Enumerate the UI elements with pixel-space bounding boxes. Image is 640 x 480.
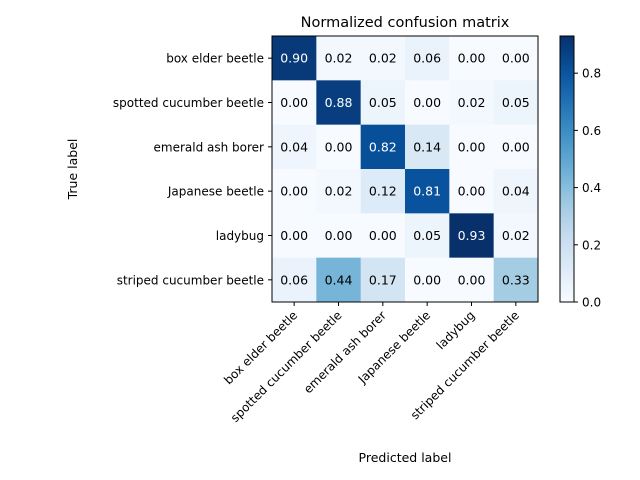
heatmap-cell [360,124,406,170]
colorbar-ticks: 0.0 0.2 0.4 0.6 0.8 [574,67,601,310]
colorbar-tick-label: 0.0 [582,296,601,310]
y-tick-label: striped cucumber beetle [117,273,264,287]
cell-value-label: 0.06 [413,51,441,66]
heatmap-cell [405,213,450,258]
heatmap-cell [316,169,361,214]
cell-value-label: 0.00 [280,228,308,243]
cell-value-label: 0.14 [413,139,441,154]
x-tick-label: ladybug [434,308,478,352]
y-tick-label: spotted cucumber beetle [113,96,264,110]
cell-value-label: 0.82 [369,139,397,154]
heatmap-cell [272,80,317,125]
cell-value-label: 0.00 [280,95,308,110]
y-tick-label: Japanese beetle [167,185,264,199]
cell-value-label: 0.00 [280,184,308,199]
heatmap-cell-labels: 0.90 0.02 0.02 0.06 0.00 0.00 0.00 0.88 0.05 0.00… [280,51,530,288]
cell-value-label: 0.00 [458,184,486,199]
heatmap-cell [272,36,317,81]
cell-value-label: 0.44 [325,272,353,287]
cell-value-label: 0.00 [413,272,441,287]
cell-value-label: 0.06 [280,272,308,287]
cell-value-label: 0.81 [413,184,441,199]
cell-value-label: 0.17 [369,272,397,287]
x-tick-label: box elder beetle [221,308,300,387]
heatmap-cell [316,257,361,303]
y-tick-label: ladybug [216,229,264,243]
chart-title: Normalized confusion matrix [301,15,510,31]
cell-value-label: 0.00 [413,95,441,110]
heatmap-cell [405,80,450,125]
cell-value-label: 0.04 [502,184,530,199]
cell-value-label: 0.33 [502,272,530,287]
y-tick-label: emerald ash borer [154,140,265,154]
cell-value-label: 0.05 [369,95,397,110]
cell-value-label: 0.00 [325,139,353,154]
cell-value-label: 0.05 [413,228,441,243]
cell-value-label: 0.90 [280,51,308,66]
heatmap-cell [316,213,361,258]
heatmap-cells [272,36,539,303]
y-axis-ticks: box elder beetle spotted cucumber beetle e… [113,52,272,287]
heatmap-cell [449,257,494,303]
heatmap-cell [272,257,317,303]
x-tick-label: emerald ash borer [301,308,389,396]
cell-value-label: 0.00 [369,228,397,243]
heatmap-cell [316,80,361,125]
heatmap-cell [493,124,539,170]
cell-value-label: 0.00 [458,51,486,66]
y-axis-label: True label [65,139,80,201]
heatmap-cell [405,36,450,81]
cell-value-label: 0.02 [369,51,397,66]
cell-value-label: 0.02 [325,51,353,66]
heatmap-cell [449,36,494,81]
cell-value-label: 0.93 [458,228,486,243]
cell-value-label: 0.05 [502,95,530,110]
heatmap-frame [271,35,539,303]
cell-value-label: 0.00 [502,51,530,66]
heatmap-cell [493,169,539,214]
heatmap-cell [493,257,539,303]
cell-value-label: 0.88 [325,95,353,110]
heatmap-cell [493,213,539,258]
heatmap-cell [360,169,406,214]
cell-value-label: 0.00 [458,139,486,154]
heatmap-cell [493,36,539,81]
heatmap-cell [272,169,317,214]
colorbar-tick-label: 0.4 [582,181,601,195]
heatmap-cell [316,36,361,81]
heatmap-cell [272,124,317,170]
heatmap-cell [272,213,317,258]
y-tick-label: box elder beetle [166,52,264,66]
heatmap-cell [360,80,406,125]
x-axis-label: Predicted label [359,450,452,465]
cell-value-label: 0.00 [325,228,353,243]
heatmap-cell [493,80,539,125]
cell-value-label: 0.02 [458,95,486,110]
heatmap-cell [449,213,494,258]
colorbar-tick-label: 0.6 [582,124,601,138]
heatmap-cell [405,124,450,170]
cell-value-label: 0.12 [369,184,397,199]
cell-value-label: 0.00 [458,272,486,287]
heatmap-cell [449,80,494,125]
colorbar [559,35,575,303]
heatmap-cell [449,124,494,170]
colorbar-tick-label: 0.8 [582,67,601,81]
heatmap-cell [360,257,406,303]
cell-value-label: 0.00 [502,139,530,154]
cell-value-label: 0.04 [280,139,308,154]
heatmap-cell [360,213,406,258]
colorbar-tick-label: 0.2 [582,238,601,252]
heatmap-cell [360,36,406,81]
heatmap-cell [405,169,450,214]
heatmap-cell [316,124,361,170]
heatmap-cell [405,257,450,303]
heatmap-cell [449,169,494,214]
cell-value-label: 0.02 [502,228,530,243]
cell-value-label: 0.02 [325,184,353,199]
